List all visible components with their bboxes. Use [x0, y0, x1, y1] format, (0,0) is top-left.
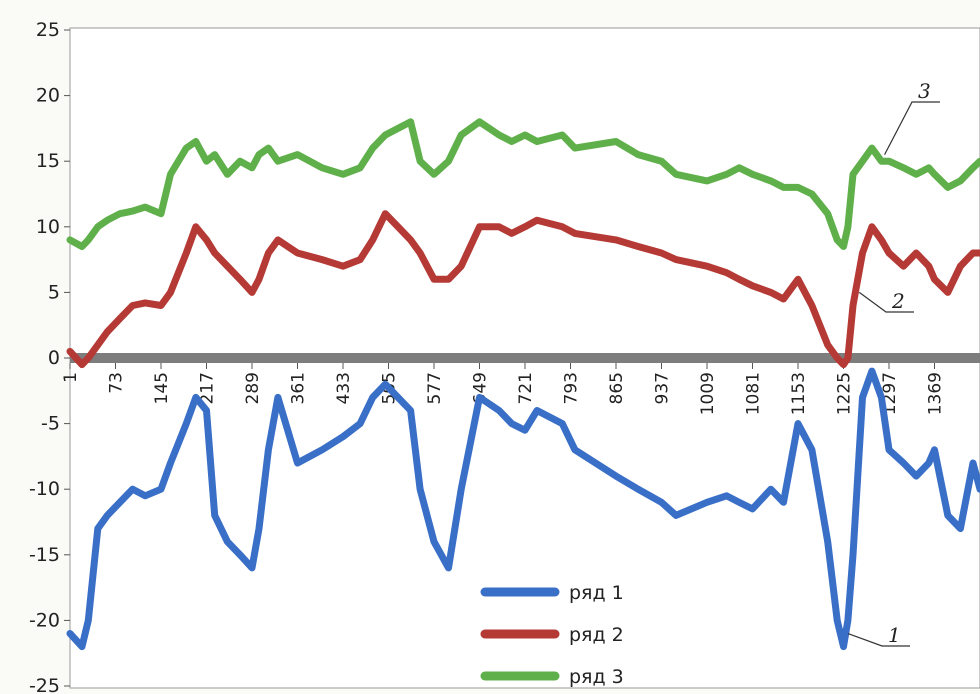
series-2-line — [66, 210, 980, 369]
y-tick-label: 25 — [36, 19, 60, 41]
x-axis: 1 73 145 217 289 361 433 505 577 649 721 793 865 937 1… — [61, 363, 946, 415]
y-tick-label: -10 — [29, 478, 60, 500]
callout-leader — [884, 101, 940, 155]
series-lines — [66, 118, 980, 651]
legend-label: ряд 2 — [569, 624, 624, 646]
x-tick-label: 145 — [152, 372, 172, 404]
legend-label: ряд 3 — [569, 666, 624, 688]
callout-leader — [858, 291, 914, 313]
x-tick-label: 649 — [471, 372, 491, 404]
x-tick-label: 1369 — [926, 372, 946, 415]
y-tick-label: 5 — [48, 281, 60, 303]
x-tick-label: 73 — [107, 372, 127, 394]
callout-number: 2 — [891, 289, 905, 313]
x-tick-label: 1081 — [744, 372, 764, 415]
y-axis: 25 20 15 10 5 0 -5 -10 -15 -20 -25 — [29, 19, 70, 694]
legend-label: ряд 1 — [569, 582, 624, 604]
x-tick-label: 289 — [243, 372, 263, 404]
zero-line — [70, 353, 980, 363]
series-1-line — [66, 367, 980, 651]
callout-leader — [847, 632, 910, 647]
x-tick-label: 793 — [562, 372, 582, 404]
x-tick-label: 577 — [425, 372, 445, 404]
x-tick-label: 1153 — [789, 372, 809, 415]
callout-number: 1 — [888, 623, 901, 647]
legend: ряд 1 ряд 2 ряд 3 — [480, 582, 624, 688]
callout-number: 3 — [918, 79, 931, 103]
x-tick-label: 1225 — [835, 372, 855, 415]
y-tick-label: 20 — [36, 85, 60, 107]
x-tick-label: 721 — [516, 372, 536, 404]
y-tick-label: -20 — [29, 609, 60, 631]
series-callouts: 1 2 3 — [847, 79, 940, 647]
x-tick-label: 1 — [61, 372, 81, 383]
x-tick-label: 937 — [653, 372, 673, 404]
x-tick-label: 361 — [289, 372, 309, 404]
y-tick-label: 0 — [48, 347, 60, 369]
y-tick-label: -5 — [41, 413, 60, 435]
x-tick-label: 433 — [334, 372, 354, 404]
x-tick-label: 1009 — [698, 372, 718, 415]
y-tick-label: -25 — [29, 675, 60, 694]
y-tick-label: 10 — [36, 216, 60, 238]
x-tick-label: 865 — [607, 372, 627, 404]
y-tick-label: 15 — [36, 150, 60, 172]
x-tick-label: 217 — [198, 372, 218, 404]
y-tick-label: -15 — [29, 544, 60, 566]
series-3-line — [66, 118, 980, 250]
